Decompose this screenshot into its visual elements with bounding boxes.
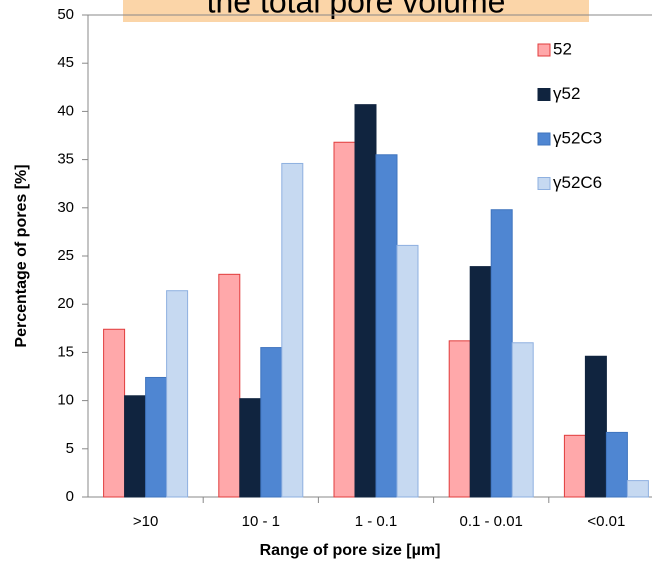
bar bbox=[333, 141, 356, 498]
legend-swatch bbox=[537, 177, 551, 190]
x-tick-label: >10 bbox=[133, 513, 158, 530]
chart-title: the total pore volume bbox=[207, 0, 506, 19]
bar bbox=[260, 347, 283, 498]
bar bbox=[166, 290, 189, 498]
y-tick-label: 15 bbox=[57, 343, 74, 360]
y-tick-label: 20 bbox=[57, 295, 74, 312]
bar bbox=[124, 395, 147, 498]
x-tick-label: 1 - 0.1 bbox=[355, 513, 398, 530]
x-tick-label: 0.1 - 0.01 bbox=[460, 513, 523, 530]
x-axis-title: Range of pore size [µm] bbox=[260, 542, 441, 559]
bar bbox=[469, 266, 492, 498]
legend-label: γ52C6 bbox=[553, 173, 602, 192]
legend-label: γ52 bbox=[553, 84, 580, 103]
bar bbox=[375, 154, 398, 498]
bar bbox=[511, 342, 534, 498]
legend-label: γ52C3 bbox=[553, 128, 602, 147]
bar bbox=[448, 340, 471, 498]
bar bbox=[145, 376, 168, 498]
legend-swatch bbox=[537, 88, 551, 101]
bar bbox=[563, 434, 586, 498]
bar bbox=[103, 328, 126, 498]
y-tick-label: 5 bbox=[66, 440, 74, 457]
bar bbox=[281, 162, 304, 498]
y-tick-label: 45 bbox=[57, 54, 74, 71]
bar bbox=[218, 273, 241, 498]
legend-label: 52 bbox=[553, 39, 572, 58]
y-tick-label: 35 bbox=[57, 151, 74, 168]
bar bbox=[490, 209, 513, 498]
bar bbox=[605, 431, 628, 498]
x-tick-label: 10 - 1 bbox=[242, 513, 280, 530]
y-tick-label: 50 bbox=[57, 6, 74, 23]
legend-swatch bbox=[537, 132, 551, 146]
y-tick-label: 10 bbox=[57, 392, 74, 409]
y-axis-title: Percentage of pores [%] bbox=[13, 164, 30, 347]
legend-swatch bbox=[537, 43, 551, 57]
bar bbox=[239, 398, 262, 498]
y-tick-label: 40 bbox=[57, 102, 74, 119]
y-tick-label: 0 bbox=[66, 488, 74, 505]
bar bbox=[584, 355, 607, 498]
bar bbox=[626, 480, 649, 498]
bar bbox=[354, 104, 377, 498]
bar bbox=[396, 244, 419, 498]
x-tick-label: <0.01 bbox=[587, 513, 625, 530]
y-tick-label: 25 bbox=[57, 247, 74, 264]
y-tick-label: 30 bbox=[57, 199, 74, 216]
title-box bbox=[123, 0, 589, 22]
